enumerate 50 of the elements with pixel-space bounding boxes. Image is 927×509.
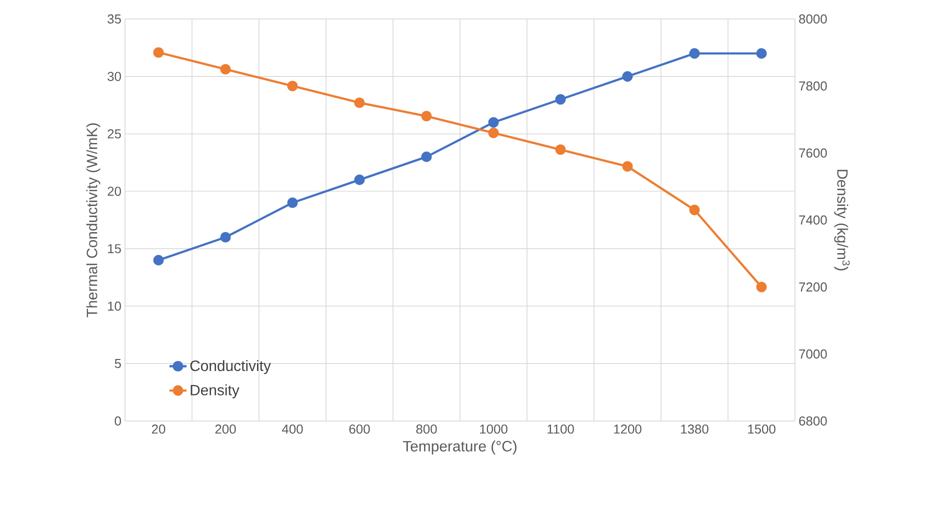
y-axis-title: Thermal Conductivity (W/mK): [86, 123, 100, 318]
y2-tick-label: 8000: [799, 14, 827, 24]
point: [756, 282, 767, 292]
x-tick-label: 400: [282, 424, 303, 434]
x-axis-title: Temperature (°C): [402, 440, 516, 454]
y2-tick-label: 7800: [799, 81, 827, 91]
x-tick-label: 200: [215, 424, 236, 434]
point: [622, 71, 633, 82]
y-tick-label: 0: [114, 416, 121, 426]
point: [354, 97, 365, 108]
x-tick-label: 20: [152, 424, 166, 434]
y2-tick-label: 7000: [799, 349, 827, 359]
point: [689, 48, 700, 59]
y2-tick-label: 7200: [799, 282, 827, 292]
point: [622, 161, 633, 172]
x-tick-label: 1500: [748, 424, 776, 434]
y2-tick-label: 6800: [799, 416, 827, 426]
x-tick-label: 1100: [548, 424, 574, 434]
y2-tick-label: 7400: [799, 215, 827, 225]
point: [354, 174, 365, 186]
legend-label: Conductivity: [190, 360, 271, 374]
point: [555, 144, 566, 155]
x-tick-label: 800: [416, 424, 437, 434]
y2-axis-title: Density (kg/m$^{3}$): [834, 170, 850, 270]
y-tick-label: 10: [108, 302, 121, 311]
point: [488, 128, 499, 138]
y-tick-label: 15: [108, 244, 121, 254]
point: [756, 48, 767, 59]
point: [220, 64, 231, 75]
point: [153, 254, 164, 266]
x-tick-label: 600: [349, 424, 370, 434]
point: [287, 197, 298, 208]
x-tick-label: 1200: [614, 424, 642, 434]
y2-tick-label: 7600: [799, 148, 827, 158]
y-tick-label: 35: [108, 14, 121, 24]
y-tick-label: 20: [108, 186, 121, 196]
point: [689, 204, 700, 216]
point: [287, 80, 298, 92]
point: [421, 110, 432, 122]
point: [220, 232, 231, 243]
y-tick-label: 5: [114, 359, 121, 368]
point: [488, 117, 499, 128]
x-tick-label: 1380: [681, 424, 708, 434]
point: [555, 94, 566, 105]
y-tick-label: 30: [108, 72, 121, 82]
point: [421, 152, 432, 162]
y-tick-label: 25: [108, 129, 121, 138]
x-tick-label: 1000: [480, 424, 508, 434]
point: [153, 47, 164, 58]
legend-label: Density: [190, 384, 240, 398]
